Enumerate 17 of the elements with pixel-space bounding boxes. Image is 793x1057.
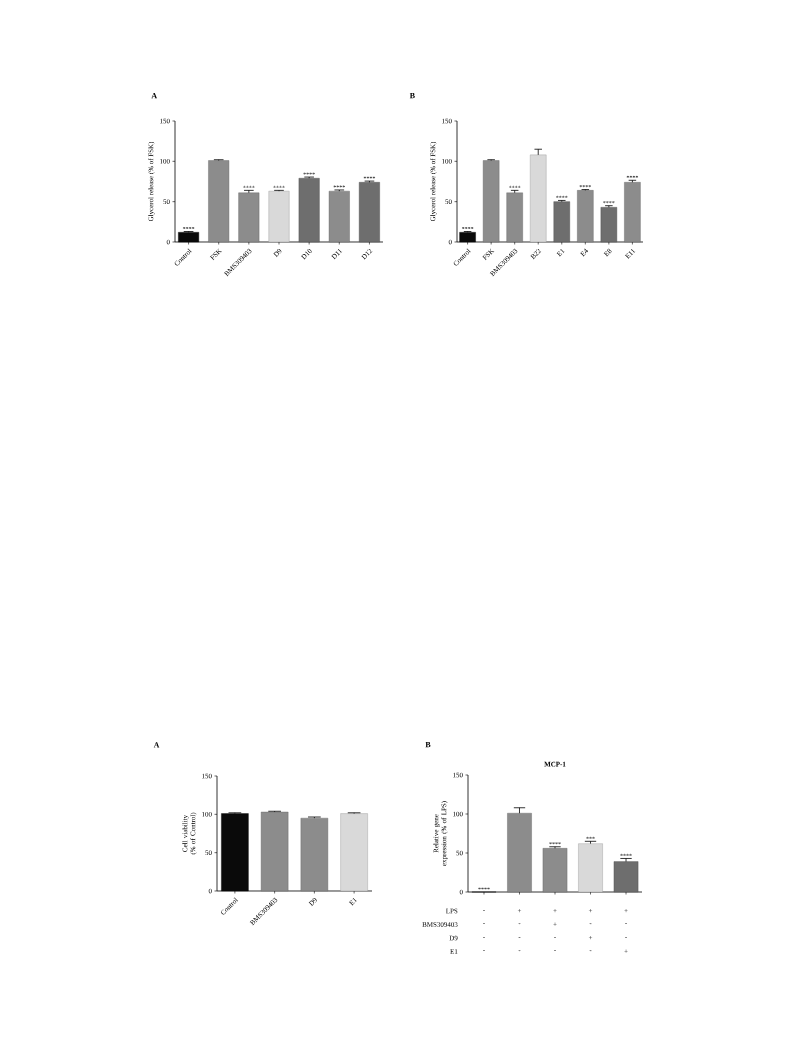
bar (553, 201, 570, 243)
bar (298, 178, 320, 243)
bar (358, 182, 380, 243)
bar (613, 861, 639, 893)
bar (600, 207, 618, 243)
bar (542, 848, 568, 893)
bar (530, 154, 547, 243)
bar (577, 190, 594, 243)
bar (268, 190, 290, 243)
bar (208, 160, 230, 243)
bar (238, 192, 260, 243)
bar (482, 160, 500, 243)
bar (328, 190, 350, 243)
bar (624, 182, 641, 243)
bar (578, 843, 603, 893)
bar (507, 813, 532, 893)
bar (506, 192, 523, 243)
